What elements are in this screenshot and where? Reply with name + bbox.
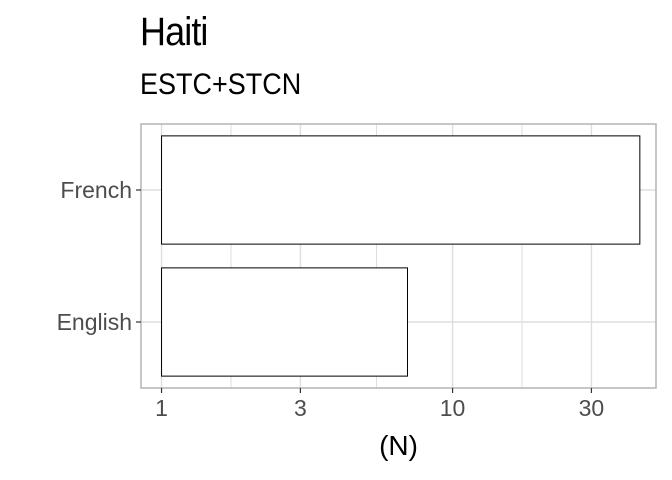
panel-border xyxy=(140,123,657,389)
bar-english xyxy=(161,267,408,377)
y-tick-label: English xyxy=(57,309,132,335)
x-tick-label: 1 xyxy=(155,395,168,421)
bars xyxy=(161,135,641,377)
x-tick-label: 3 xyxy=(294,395,307,421)
x-tick-label: 10 xyxy=(440,395,466,421)
x-axis-title: (N) xyxy=(379,430,418,461)
bar-french xyxy=(161,135,641,245)
chart-title: Haiti xyxy=(140,10,208,54)
x-tick-label: 30 xyxy=(579,395,605,421)
x-axis-ticks: 1 3 10 30 xyxy=(155,388,604,421)
chart-subtitle: ESTC+STCN xyxy=(140,68,302,101)
y-tick-label: French xyxy=(60,177,132,203)
y-axis-ticks: French English xyxy=(57,177,141,335)
